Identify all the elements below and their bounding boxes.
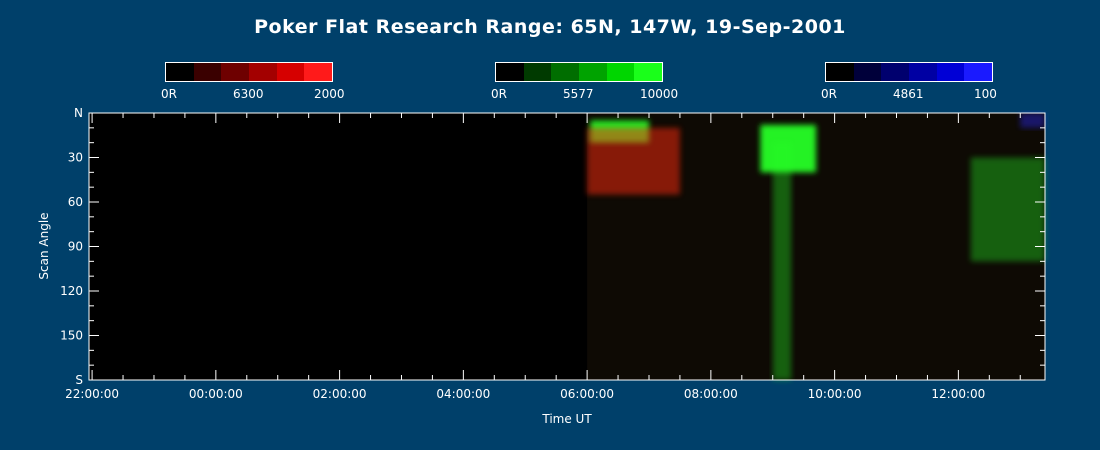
emission-green-5577-3 [772, 142, 792, 380]
emission-green-5577-4 [970, 157, 1045, 262]
colorbar-red-swatch-1 [193, 63, 222, 81]
colorbar-red-wavelength-label: 6300 [233, 87, 264, 101]
x-tick-label: 00:00:00 [189, 387, 243, 401]
y-tick-label: 60 [68, 195, 83, 209]
colorbar-blue-swatch-4 [936, 63, 965, 81]
colorbar-red-low-label: 0R [161, 87, 177, 101]
colorbar-blue-swatch-3 [909, 63, 937, 81]
colorbar-green-high-label: 10000 [640, 87, 679, 101]
y-tick-label: N [74, 106, 83, 120]
colorbar-red-swatch-3 [249, 63, 277, 81]
x-tick-label: 22:00:00 [65, 387, 119, 401]
x-tick-label: 10:00:00 [808, 387, 862, 401]
x-tick-label: 02:00:00 [313, 387, 367, 401]
colorbar-green-swatch-2 [551, 63, 580, 81]
colorbar-blue-wavelength-label: 4861 [893, 87, 924, 101]
colorbar-blue-swatch-0 [826, 63, 854, 81]
emission-red-6300-1 [587, 127, 680, 195]
x-tick-label: 04:00:00 [436, 387, 490, 401]
colorbar-red-swatch-5 [304, 63, 333, 81]
colorbar-blue-scale [825, 62, 993, 82]
y-tick-label: 150 [60, 329, 83, 343]
colorbar-green-swatch-0 [496, 63, 524, 81]
colorbar-green-low-label: 0R [491, 87, 507, 101]
x-tick-label: 12:00:00 [931, 387, 985, 401]
x-tick-label: 08:00:00 [684, 387, 738, 401]
colorbar-blue-swatch-5 [964, 63, 993, 81]
emission-blue-4861-5 [1020, 113, 1045, 128]
y-tick-label: 30 [68, 151, 83, 165]
colorbar-red-swatch-2 [221, 63, 250, 81]
colorbar-green-swatch-1 [523, 63, 552, 81]
colorbar-green-swatch-5 [634, 63, 663, 81]
y-tick-label: S [75, 373, 83, 387]
y-tick-label: 90 [68, 240, 83, 254]
colorbar-blue-high-label: 100 [974, 87, 997, 101]
colorbar-red-swatch-4 [276, 63, 305, 81]
colorbar-blue-low-label: 0R [821, 87, 837, 101]
colorbar-green-swatch-4 [606, 63, 635, 81]
x-tick-label: 06:00:00 [560, 387, 614, 401]
colorbar-red-high-label: 2000 [314, 87, 345, 101]
y-tick-label: 120 [60, 284, 83, 298]
colorbar-green-scale [495, 62, 663, 82]
colorbar-red-swatch-0 [166, 63, 194, 81]
chart-title: Poker Flat Research Range: 65N, 147W, 19… [254, 16, 846, 38]
colorbar-blue-swatch-2 [881, 63, 910, 81]
colorbar-green-wavelength-label: 5577 [563, 87, 594, 101]
colorbar-red-scale [165, 62, 333, 82]
x-axis-title: Time UT [542, 412, 592, 426]
colorbar-green-swatch-3 [579, 63, 607, 81]
colorbar-blue-swatch-1 [853, 63, 882, 81]
